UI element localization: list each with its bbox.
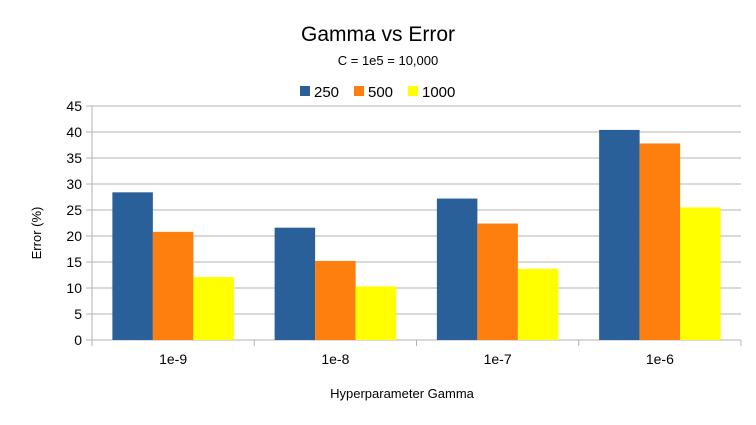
y-tick-label: 0 <box>74 332 82 348</box>
chart-subtitle: C = 1e5 = 10,000 <box>338 53 438 68</box>
x-axis-title: Hyperparameter Gamma <box>330 386 475 401</box>
bar-1000-1e-6 <box>680 207 721 340</box>
y-tick-label: 35 <box>66 150 82 166</box>
bar-1000-1e-7 <box>517 268 559 340</box>
y-tick-label: 45 <box>66 98 82 114</box>
bar-1000-1e-8 <box>355 286 397 340</box>
bar-250-1e-9 <box>112 192 153 340</box>
legend: 250 500 1000 <box>300 84 455 101</box>
bars <box>112 129 721 340</box>
y-tick-label: 10 <box>66 280 82 296</box>
y-axis-ticks: 0 5 10 15 20 25 30 35 40 45 <box>66 98 82 348</box>
legend-swatch-1000 <box>408 86 418 96</box>
x-axis-ticks: 1e-9 1e-8 1e-7 1e-6 <box>91 340 742 367</box>
x-tick-label: 1e-6 <box>646 351 674 367</box>
y-axis-title: Error (%) <box>29 207 44 260</box>
y-tick-label: 40 <box>66 124 82 140</box>
y-tick-label: 20 <box>66 228 82 244</box>
bar-500-1e-7 <box>477 223 518 340</box>
bar-500-1e-8 <box>315 260 356 340</box>
bar-500-1e-9 <box>152 231 194 340</box>
legend-label-500: 500 <box>368 84 393 101</box>
legend-label-250: 250 <box>314 84 339 101</box>
bar-250-1e-6 <box>599 129 640 340</box>
bar-1000-1e-9 <box>193 277 234 340</box>
bar-500-1e-6 <box>639 143 681 340</box>
x-tick-label: 1e-9 <box>159 351 187 367</box>
y-tick-label: 5 <box>74 306 82 322</box>
chart-title: Gamma vs Error <box>301 23 455 46</box>
legend-swatch-500 <box>354 86 364 96</box>
legend-label-1000: 1000 <box>422 84 455 101</box>
legend-swatch-250 <box>300 86 310 96</box>
x-tick-label: 1e-7 <box>484 351 512 367</box>
y-tick-label: 30 <box>66 176 82 192</box>
y-tick-label: 25 <box>66 202 82 218</box>
x-tick-label: 1e-8 <box>321 351 349 367</box>
bar-250-1e-7 <box>436 198 478 340</box>
bar-250-1e-8 <box>274 227 316 340</box>
y-tick-label: 15 <box>66 254 82 270</box>
